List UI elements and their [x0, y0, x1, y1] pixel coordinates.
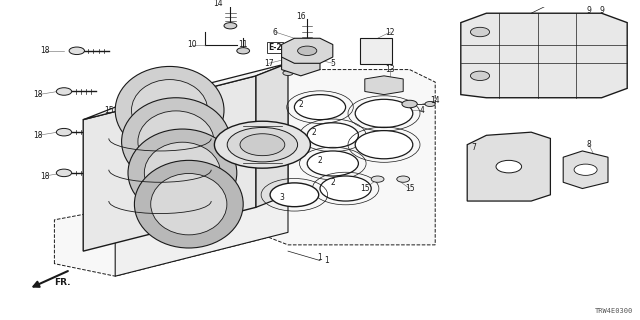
Circle shape: [237, 48, 250, 54]
Circle shape: [470, 27, 490, 37]
Circle shape: [307, 123, 358, 148]
Polygon shape: [467, 132, 550, 201]
Text: 18: 18: [40, 46, 49, 55]
Ellipse shape: [134, 160, 243, 248]
Circle shape: [425, 101, 435, 107]
Text: 16: 16: [296, 12, 306, 21]
Text: 14: 14: [430, 96, 440, 105]
Text: 15: 15: [404, 184, 415, 193]
Ellipse shape: [145, 142, 220, 204]
Circle shape: [69, 47, 84, 54]
Text: 9: 9: [599, 5, 604, 15]
Circle shape: [307, 151, 358, 176]
Text: 13: 13: [385, 65, 396, 74]
Text: 3: 3: [279, 193, 284, 203]
Text: 5: 5: [330, 59, 335, 68]
Circle shape: [240, 134, 285, 156]
Text: 12: 12: [386, 28, 395, 36]
Text: 15: 15: [161, 149, 172, 159]
Circle shape: [56, 128, 72, 136]
Text: 10: 10: [187, 40, 197, 49]
Text: 2: 2: [298, 100, 303, 108]
Circle shape: [320, 176, 371, 201]
Text: 1: 1: [324, 256, 329, 265]
Circle shape: [56, 169, 72, 177]
Circle shape: [574, 164, 597, 175]
Circle shape: [122, 107, 134, 113]
Text: TRW4E0300: TRW4E0300: [595, 308, 634, 314]
Circle shape: [283, 70, 293, 76]
Polygon shape: [83, 63, 288, 120]
Polygon shape: [54, 176, 288, 276]
Ellipse shape: [138, 111, 214, 172]
Circle shape: [56, 88, 72, 95]
Circle shape: [355, 131, 413, 159]
Circle shape: [402, 100, 417, 108]
Circle shape: [294, 95, 346, 120]
Text: 15: 15: [360, 184, 370, 193]
Ellipse shape: [150, 173, 227, 235]
Text: 1: 1: [317, 253, 323, 262]
Text: 15: 15: [104, 106, 114, 115]
Text: 18: 18: [40, 172, 49, 180]
Circle shape: [470, 71, 490, 81]
Circle shape: [224, 23, 237, 29]
Text: 18: 18: [34, 90, 43, 99]
Text: 2: 2: [317, 156, 323, 165]
Text: FR.: FR.: [54, 278, 71, 287]
Circle shape: [355, 99, 413, 127]
Polygon shape: [282, 48, 320, 76]
Text: 8: 8: [586, 140, 591, 149]
Ellipse shape: [132, 80, 208, 141]
Polygon shape: [461, 13, 627, 98]
Circle shape: [301, 39, 313, 44]
Circle shape: [496, 160, 522, 173]
Text: 4: 4: [420, 106, 425, 115]
Circle shape: [270, 183, 319, 207]
Ellipse shape: [115, 67, 224, 154]
Text: 17: 17: [264, 59, 274, 68]
Polygon shape: [256, 69, 435, 245]
Circle shape: [371, 176, 384, 182]
Polygon shape: [282, 38, 333, 63]
Ellipse shape: [128, 129, 237, 217]
Circle shape: [298, 46, 317, 55]
Circle shape: [397, 176, 410, 182]
Circle shape: [218, 154, 230, 160]
Text: 7: 7: [471, 143, 476, 152]
Circle shape: [227, 127, 298, 162]
Text: E-B: E-B: [143, 121, 157, 131]
Polygon shape: [365, 76, 403, 95]
Circle shape: [214, 121, 310, 168]
Text: 6: 6: [273, 28, 278, 36]
Polygon shape: [256, 63, 288, 207]
Polygon shape: [563, 151, 608, 188]
Polygon shape: [115, 107, 288, 276]
Text: 11: 11: [239, 40, 248, 49]
Text: 2: 2: [311, 128, 316, 137]
Polygon shape: [83, 76, 256, 251]
Text: 9: 9: [586, 5, 591, 15]
Ellipse shape: [122, 98, 230, 185]
Text: 2: 2: [330, 178, 335, 187]
FancyBboxPatch shape: [360, 38, 392, 64]
Circle shape: [166, 148, 179, 154]
Text: 14: 14: [212, 0, 223, 8]
Text: 18: 18: [34, 131, 43, 140]
Text: E-2: E-2: [268, 43, 282, 52]
